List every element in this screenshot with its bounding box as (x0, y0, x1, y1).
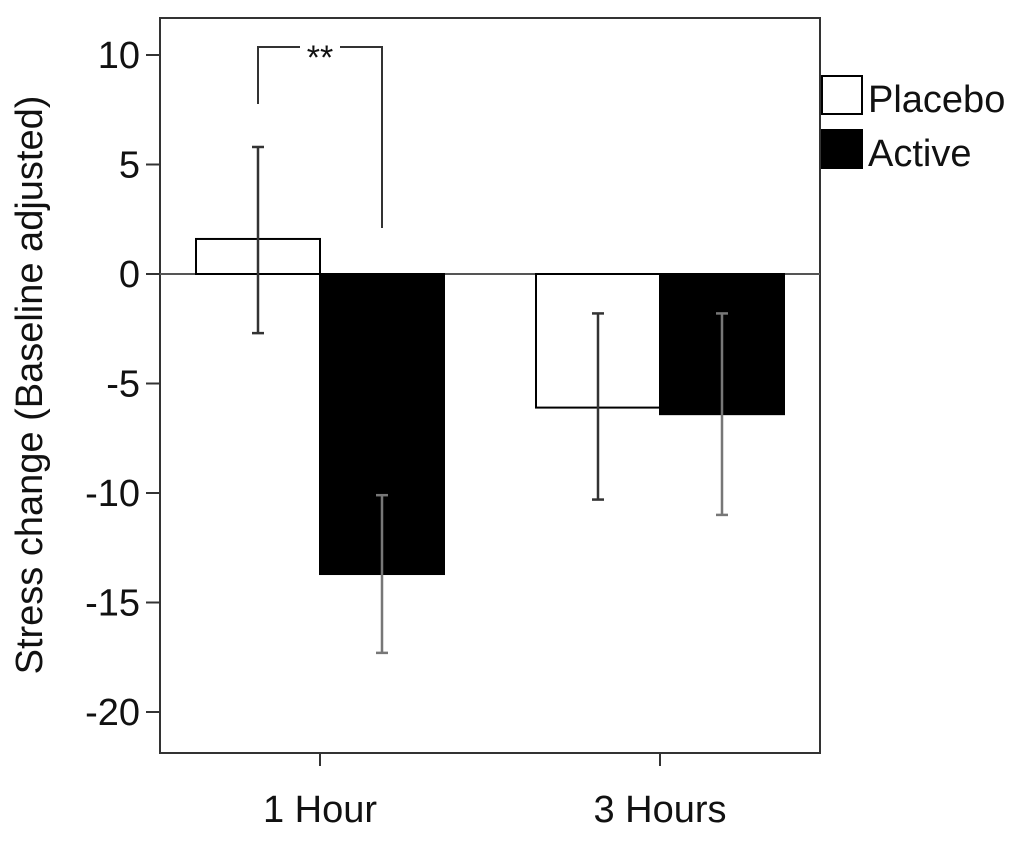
y-tick-label: -15 (85, 583, 140, 625)
y-tick-label: 0 (119, 254, 140, 296)
y-axis-title: Stress change (Baseline adjusted) (9, 96, 51, 675)
x-tick-label: 1 Hour (263, 789, 377, 831)
x-tick-label: 3 Hours (593, 789, 726, 831)
y-tick-label: -5 (106, 364, 140, 406)
significance-label: ** (307, 39, 333, 77)
legend-swatch-active (821, 129, 863, 169)
y-tick-label: 5 (119, 145, 140, 187)
legend: Placebo Active (821, 75, 1005, 175)
error-bars (252, 145, 728, 655)
legend-swatch-placebo (821, 75, 863, 115)
legend-label-placebo: Placebo (868, 79, 1005, 121)
y-tick-label: -20 (85, 692, 140, 734)
x-axis: 1 Hour 3 Hours (263, 753, 727, 831)
y-tick-label: -10 (85, 473, 140, 515)
legend-label-active: Active (868, 133, 971, 175)
significance-bracket-line (257, 46, 383, 228)
significance-bracket: ** (257, 39, 383, 228)
y-axis: 10 5 0 -5 -10 -15 -20 (85, 35, 160, 734)
y-tick-label: 10 (98, 35, 140, 77)
